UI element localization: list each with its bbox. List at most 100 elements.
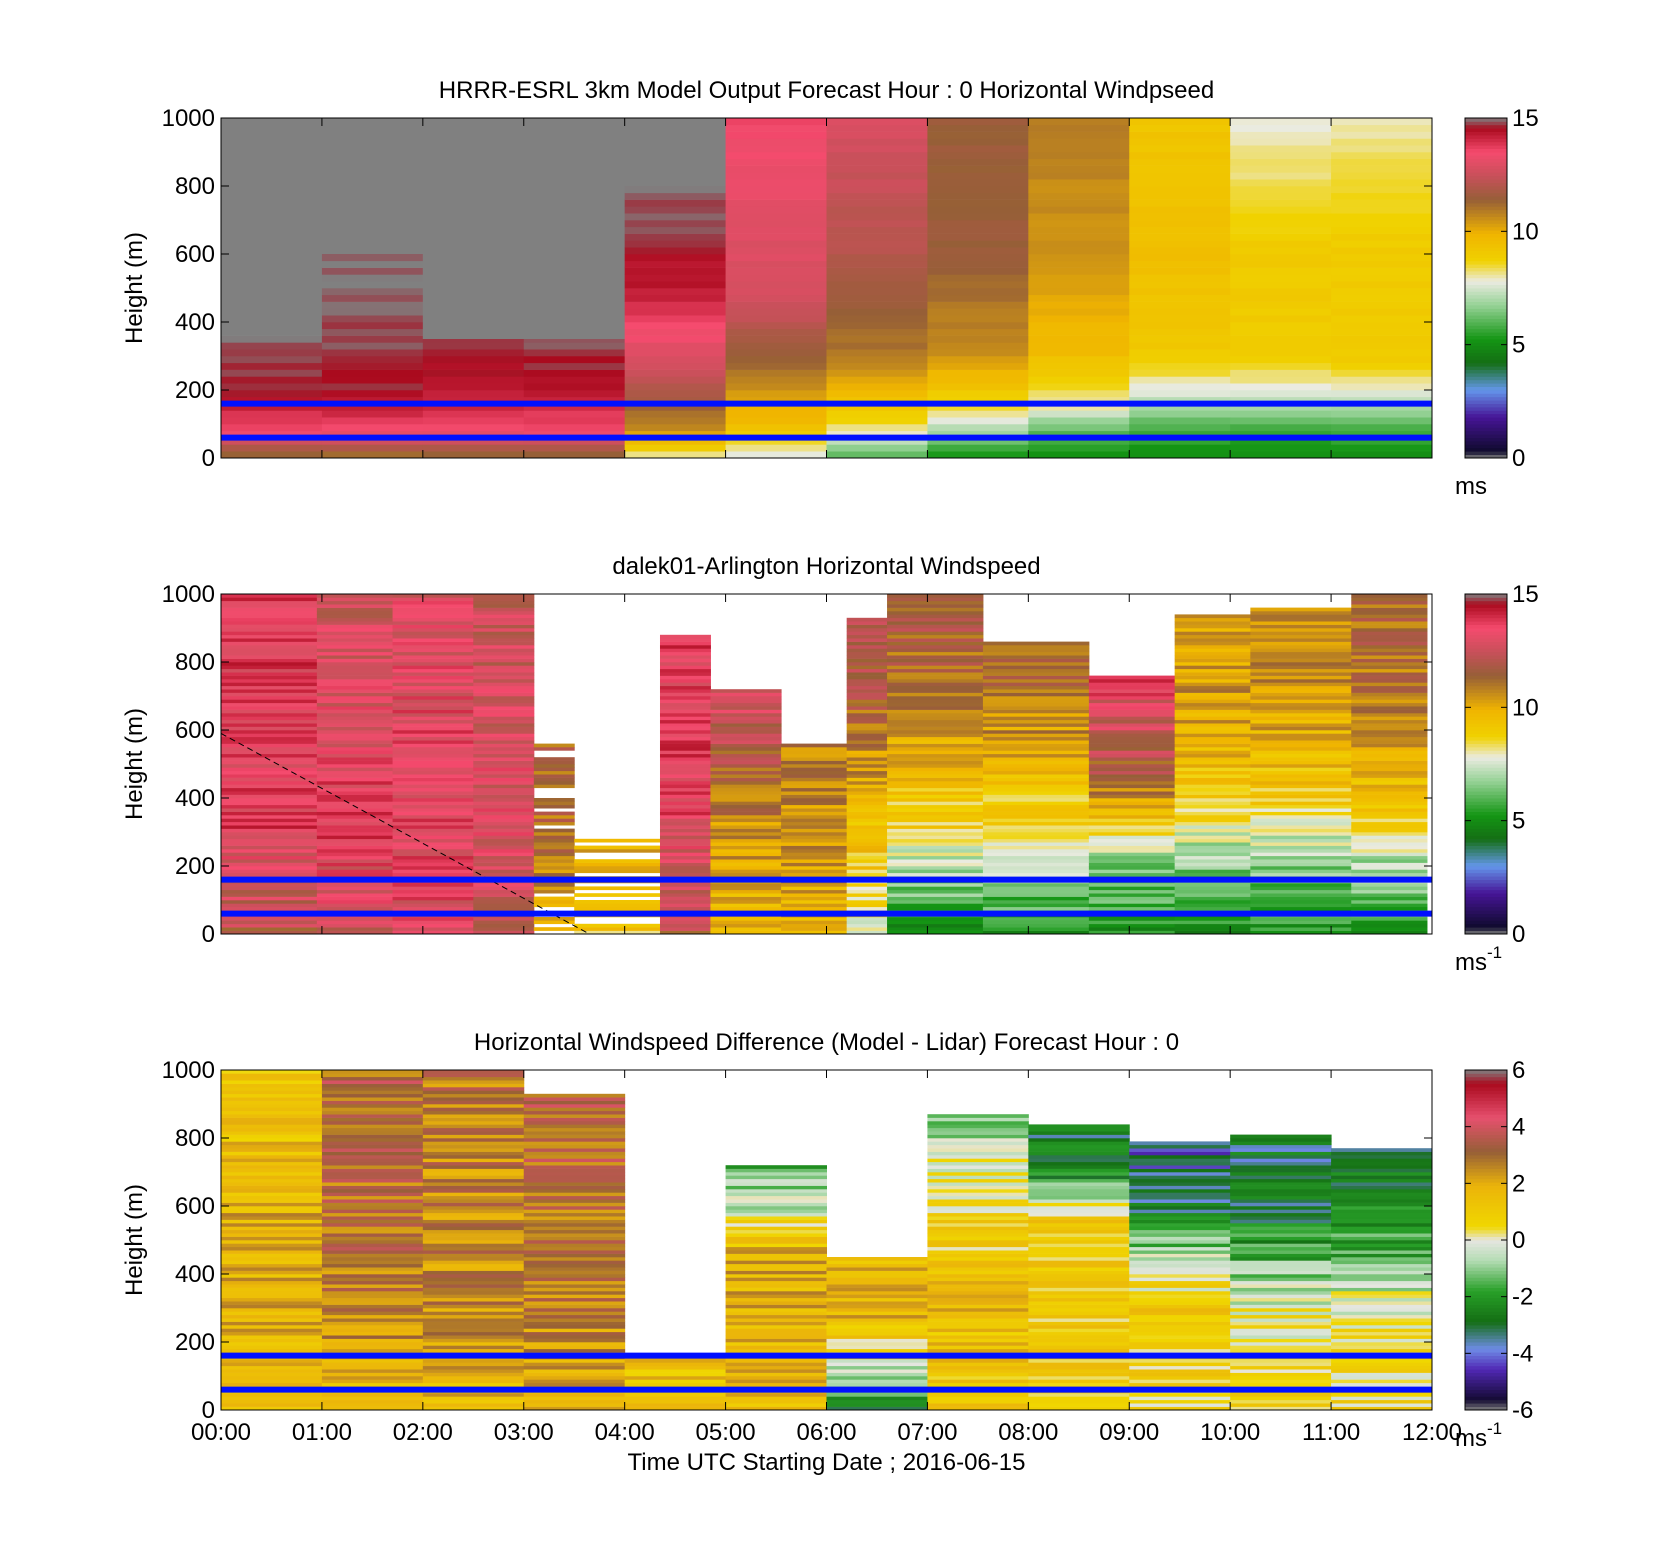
heatmap-cell bbox=[781, 930, 848, 935]
heatmap-cell bbox=[887, 696, 984, 700]
heatmap-cell bbox=[1174, 645, 1251, 649]
heatmap-cell bbox=[887, 781, 984, 785]
heatmap-cell bbox=[1230, 1236, 1332, 1241]
colorbar-segment bbox=[1465, 801, 1507, 806]
heatmap-cell bbox=[982, 903, 1090, 908]
heatmap-cell bbox=[1088, 838, 1176, 843]
heatmap-cell bbox=[316, 713, 394, 717]
heatmap-cell bbox=[533, 760, 575, 765]
heatmap-cell bbox=[710, 764, 782, 768]
heatmap-cell bbox=[1028, 247, 1130, 255]
heatmap-cell bbox=[927, 1131, 1029, 1135]
heatmap-cell bbox=[221, 631, 318, 636]
heatmap-cell bbox=[725, 1219, 827, 1224]
heatmap-cell bbox=[887, 767, 984, 772]
heatmap-cell bbox=[221, 645, 318, 649]
heatmap-cell bbox=[1331, 1270, 1433, 1275]
heatmap-cell bbox=[221, 1151, 323, 1156]
heatmap-cell bbox=[473, 631, 535, 636]
heatmap-cell bbox=[422, 1076, 525, 1081]
heatmap-cell bbox=[523, 1382, 626, 1387]
heatmap-cell bbox=[1331, 1151, 1433, 1156]
heatmap-cell bbox=[927, 1141, 1029, 1146]
heatmap-cell bbox=[1129, 1212, 1231, 1217]
x-tick-label: 01:00 bbox=[292, 1419, 352, 1446]
heatmap-cell bbox=[1351, 719, 1428, 724]
heatmap-cell bbox=[1331, 308, 1433, 316]
heatmap-cell bbox=[1028, 1253, 1130, 1258]
heatmap-cell bbox=[321, 1236, 424, 1241]
heatmap-cell bbox=[1028, 1172, 1130, 1176]
heatmap-cell bbox=[927, 1151, 1029, 1156]
heatmap-cell bbox=[1230, 1348, 1332, 1353]
colorbar-segment bbox=[1465, 651, 1507, 656]
colorbar-segment bbox=[1465, 203, 1507, 207]
colorbar-segment bbox=[1465, 179, 1507, 183]
heatmap-cell bbox=[927, 315, 1029, 323]
heatmap-cell bbox=[725, 349, 827, 357]
heatmap-cell bbox=[887, 716, 984, 721]
heatmap-cell bbox=[1129, 1267, 1231, 1271]
colorbar-segment bbox=[1465, 213, 1507, 217]
heatmap-cell bbox=[1174, 828, 1251, 833]
heatmap-cell bbox=[725, 1338, 827, 1343]
heatmap-cell bbox=[1250, 672, 1352, 676]
heatmap-cell bbox=[316, 923, 394, 928]
heatmap-cell bbox=[846, 675, 888, 680]
colorbar-segment bbox=[1465, 118, 1507, 122]
colorbar-segment bbox=[1465, 1087, 1507, 1091]
heatmap-cell bbox=[392, 798, 474, 802]
heatmap-cell bbox=[1331, 410, 1433, 418]
heatmap-cell bbox=[1331, 158, 1433, 166]
heatmap-cell bbox=[1250, 611, 1352, 615]
heatmap-cell bbox=[887, 607, 984, 612]
heatmap-cell bbox=[1230, 1274, 1332, 1278]
heatmap-cell bbox=[422, 1209, 525, 1214]
heatmap-cell bbox=[659, 838, 711, 843]
heatmap-cell bbox=[659, 849, 711, 853]
heatmap-cell bbox=[1129, 1161, 1231, 1166]
heatmap-cell bbox=[1351, 733, 1428, 738]
heatmap-cell bbox=[1250, 740, 1352, 744]
heatmap-cell bbox=[725, 1393, 827, 1397]
heatmap-cell bbox=[533, 869, 575, 874]
heatmap-cell bbox=[422, 1372, 525, 1377]
heatmap-cell bbox=[887, 672, 984, 676]
x-tick-label: 02:00 bbox=[393, 1419, 453, 1446]
heatmap-cell bbox=[221, 859, 318, 863]
heatmap-cell bbox=[1174, 713, 1251, 717]
heatmap-cell bbox=[221, 655, 318, 659]
heatmap-cell bbox=[221, 1328, 323, 1333]
heatmap-cell bbox=[1028, 1138, 1130, 1142]
heatmap-cell bbox=[392, 713, 474, 717]
heatmap-cell bbox=[523, 1297, 626, 1302]
colorbar-segment bbox=[1465, 808, 1507, 812]
heatmap-cell bbox=[624, 281, 727, 289]
heatmap-cell bbox=[846, 641, 888, 646]
heatmap-cell bbox=[826, 1382, 928, 1387]
heatmap-cell bbox=[1028, 1331, 1130, 1336]
heatmap-cell bbox=[1351, 645, 1428, 649]
heatmap-cell bbox=[725, 308, 827, 316]
heatmap-cell bbox=[1250, 648, 1352, 653]
heatmap-cell bbox=[523, 1304, 626, 1309]
heatmap-cell bbox=[846, 777, 888, 782]
heatmap-cell bbox=[1331, 294, 1433, 302]
heatmap-cell bbox=[927, 1399, 1029, 1404]
y-tick-label: 400 bbox=[175, 1261, 215, 1288]
heatmap-cell bbox=[927, 1236, 1029, 1241]
heatmap-cell bbox=[473, 927, 535, 931]
heatmap-cell bbox=[1351, 668, 1428, 673]
heatmap-cell bbox=[533, 743, 575, 748]
heatmap-cell bbox=[982, 883, 1090, 887]
heatmap-cell bbox=[1088, 883, 1176, 887]
heatmap-cell bbox=[887, 849, 984, 853]
heatmap-cell bbox=[321, 410, 424, 418]
heatmap-cell bbox=[659, 794, 711, 799]
heatmap-cell bbox=[473, 624, 535, 629]
heatmap-cell bbox=[846, 713, 888, 717]
heatmap-cell bbox=[392, 801, 474, 806]
heatmap-cell bbox=[221, 1093, 323, 1098]
heatmap-cell bbox=[221, 1165, 323, 1169]
heatmap-cell bbox=[927, 199, 1029, 207]
